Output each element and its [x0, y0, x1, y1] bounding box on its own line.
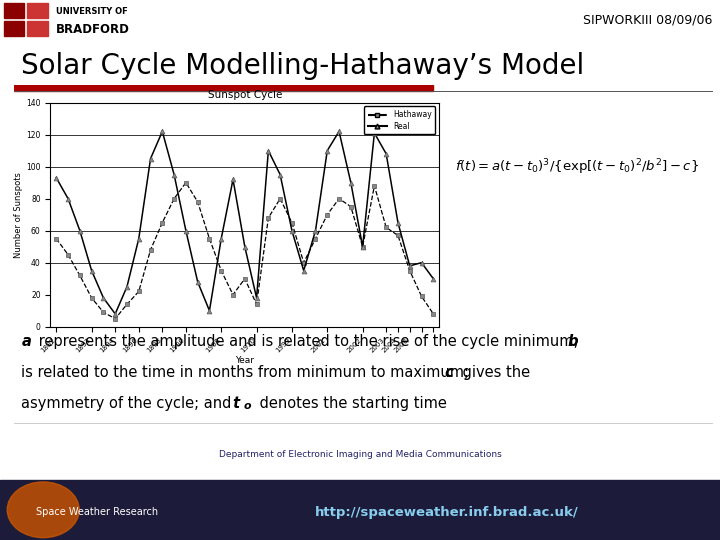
Hathaway — [52, 235, 60, 242]
Text: gives the: gives the — [458, 365, 530, 380]
Bar — [4, 3, 24, 18]
Bar — [0, 480, 720, 540]
Text: denotes the starting time: denotes the starting time — [255, 396, 446, 411]
Text: Solar Cycle Modelling-Hathaway’s Model: Solar Cycle Modelling-Hathaway’s Model — [22, 52, 585, 80]
Line: Real: Real — [54, 129, 436, 316]
Hathaway — [394, 232, 402, 239]
Real — [158, 128, 166, 134]
Real — [194, 279, 202, 285]
Hathaway — [323, 211, 332, 218]
Hathaway — [87, 295, 96, 301]
Text: a: a — [22, 334, 31, 349]
Hathaway — [359, 244, 367, 250]
Real — [323, 147, 332, 154]
Text: represents the amplitude and is related to the rise of the cycle minimum,: represents the amplitude and is related … — [34, 334, 578, 349]
Hathaway — [287, 219, 296, 226]
Hathaway — [252, 301, 261, 307]
Real — [287, 227, 296, 234]
Real — [405, 262, 414, 269]
Hathaway — [194, 199, 202, 205]
Hathaway — [158, 219, 166, 226]
Real — [417, 259, 426, 266]
Real — [135, 235, 143, 242]
Real — [346, 179, 355, 186]
Text: b: b — [563, 334, 579, 349]
Real — [111, 310, 120, 317]
Text: Space Weather Research: Space Weather Research — [36, 507, 158, 517]
Text: Department of Electronic Imaging and Media Communications: Department of Electronic Imaging and Med… — [219, 450, 501, 458]
Real — [382, 151, 390, 157]
Y-axis label: Number of Sunspots: Number of Sunspots — [14, 172, 24, 258]
Text: asymmetry of the cycle; and: asymmetry of the cycle; and — [22, 396, 232, 411]
Real — [229, 176, 238, 183]
Real — [76, 227, 84, 234]
Hathaway — [370, 183, 379, 189]
Bar — [4, 21, 24, 36]
Real — [217, 235, 225, 242]
Hathaway — [64, 252, 73, 258]
Title: Sunspot Cycle: Sunspot Cycle — [207, 90, 282, 100]
Real — [359, 244, 367, 250]
Text: o: o — [243, 401, 251, 411]
Hathaway — [99, 309, 108, 315]
Hathaway — [122, 301, 131, 307]
Hathaway — [170, 195, 179, 202]
Hathaway — [417, 293, 426, 300]
Real — [276, 171, 284, 178]
Real — [429, 275, 438, 282]
Real — [64, 195, 73, 202]
Hathaway — [135, 288, 143, 295]
Real — [122, 284, 131, 290]
Hathaway — [240, 275, 249, 282]
Hathaway — [335, 195, 343, 202]
Text: t: t — [228, 396, 240, 411]
Text: http://spaceweather.inf.brad.ac.uk/: http://spaceweather.inf.brad.ac.uk/ — [315, 505, 578, 518]
Hathaway — [229, 292, 238, 298]
Hathaway — [181, 179, 190, 186]
Text: SIPWORKIII 08/09/06: SIPWORKIII 08/09/06 — [583, 14, 713, 27]
Real — [240, 244, 249, 250]
Text: BRADFORD: BRADFORD — [56, 23, 130, 36]
X-axis label: Year: Year — [235, 356, 254, 365]
Hathaway — [146, 247, 155, 253]
Line: Hathaway: Hathaway — [54, 180, 436, 321]
Real — [264, 147, 273, 154]
Real — [370, 130, 379, 136]
Hathaway — [76, 272, 84, 279]
Bar — [27, 3, 48, 18]
Hathaway — [217, 267, 225, 274]
Hathaway — [205, 235, 214, 242]
Real — [335, 128, 343, 134]
Real — [311, 227, 320, 234]
Real — [52, 174, 60, 181]
Real — [394, 219, 402, 226]
Real — [170, 171, 179, 178]
Real — [181, 227, 190, 234]
Hathaway — [276, 195, 284, 202]
Real — [205, 307, 214, 314]
Text: is related to the time in months from minimum to maximum;: is related to the time in months from mi… — [22, 365, 469, 380]
Hathaway — [382, 224, 390, 231]
Text: UNIVERSITY OF: UNIVERSITY OF — [56, 7, 128, 16]
Real — [300, 267, 308, 274]
Real — [99, 295, 108, 301]
Hathaway — [264, 214, 273, 221]
Hathaway — [111, 315, 120, 322]
Text: $f(t) = a(t - t_0)^3/\{\exp[(t - t_0)^2/b^2] - c\}$: $f(t) = a(t - t_0)^3/\{\exp[(t - t_0)^2/… — [455, 158, 699, 177]
Hathaway — [429, 310, 438, 317]
Hathaway — [311, 235, 320, 242]
Text: c: c — [441, 365, 454, 380]
Real — [252, 295, 261, 301]
Ellipse shape — [7, 482, 79, 538]
Bar — [27, 21, 48, 36]
Hathaway — [405, 267, 414, 274]
Real — [146, 156, 155, 162]
Real — [87, 267, 96, 274]
Legend: Hathaway, Real: Hathaway, Real — [364, 106, 436, 134]
Bar — [14, 85, 433, 91]
Hathaway — [346, 204, 355, 210]
Hathaway — [300, 259, 308, 266]
